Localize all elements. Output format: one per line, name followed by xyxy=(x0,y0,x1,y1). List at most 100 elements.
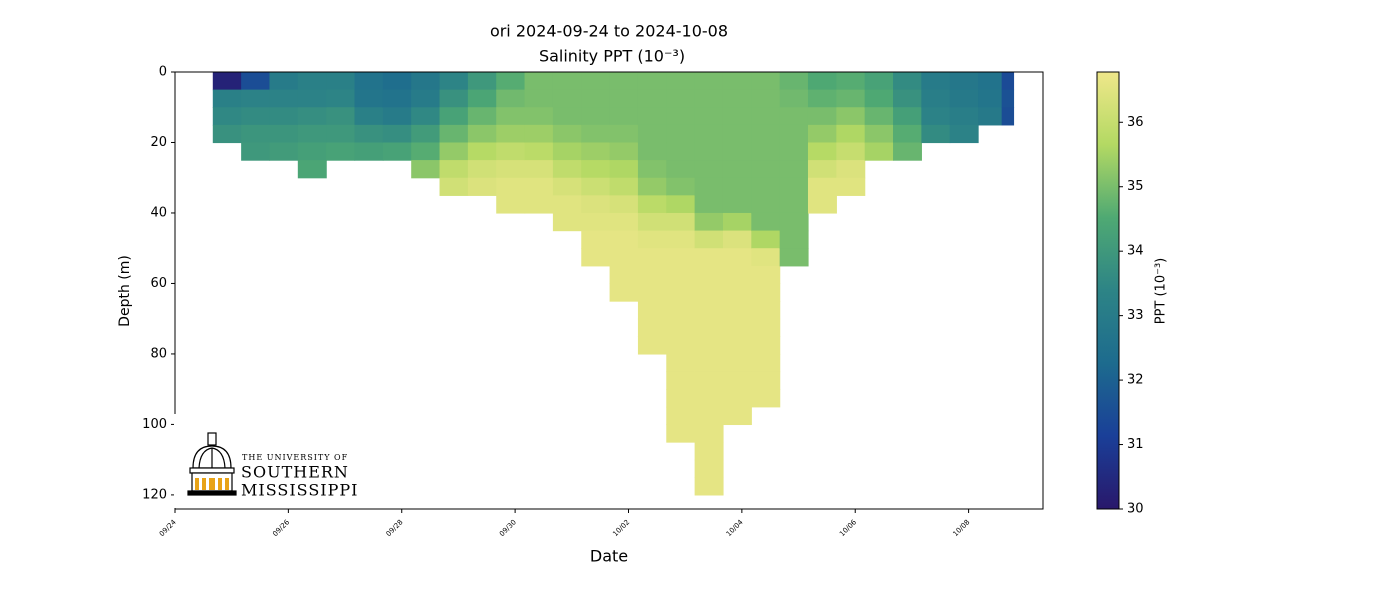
salinity-cell xyxy=(751,265,781,285)
salinity-cell xyxy=(666,177,696,196)
salinity-cell xyxy=(524,89,554,108)
y-axis-label: Depth (m) xyxy=(117,255,133,327)
salinity-cell xyxy=(751,177,781,196)
salinity-cell xyxy=(354,124,384,144)
y-tick-label: 60 xyxy=(150,276,167,291)
salinity-cell xyxy=(722,336,752,355)
salinity-cell xyxy=(779,195,809,214)
salinity-cell xyxy=(269,107,299,126)
salinity-cell xyxy=(269,142,299,161)
salinity-cell xyxy=(524,142,554,161)
salinity-cell xyxy=(637,336,667,355)
salinity-cell xyxy=(949,89,979,108)
salinity-cell xyxy=(269,72,299,91)
salinity-cell xyxy=(439,107,469,126)
colorbar-tick-label: 33 xyxy=(1127,308,1144,323)
salinity-cell xyxy=(297,107,327,126)
salinity-cell xyxy=(807,89,837,108)
salinity-cell xyxy=(864,89,894,108)
salinity-cell xyxy=(722,160,752,179)
salinity-cell xyxy=(978,89,1003,108)
y-tick-label: 40 xyxy=(150,205,167,220)
salinity-cell xyxy=(354,72,384,91)
salinity-cell xyxy=(581,160,611,179)
salinity-cell xyxy=(978,107,1003,126)
salinity-cell xyxy=(326,107,356,126)
salinity-cell xyxy=(637,301,667,320)
salinity-cell xyxy=(949,72,979,91)
salinity-cell xyxy=(467,124,497,144)
salinity-cell xyxy=(581,124,611,144)
salinity-cell xyxy=(751,212,781,232)
salinity-cell xyxy=(893,89,922,108)
salinity-cell xyxy=(836,142,866,161)
salinity-cell xyxy=(779,107,809,126)
salinity-cell xyxy=(326,72,356,91)
salinity-cell xyxy=(411,124,441,144)
salinity-cell xyxy=(666,406,696,426)
salinity-cell xyxy=(751,107,781,126)
salinity-cell xyxy=(694,318,724,337)
salinity-cell xyxy=(694,248,724,267)
salinity-cell xyxy=(1001,107,1015,126)
salinity-cell xyxy=(751,72,781,91)
salinity-cell xyxy=(524,107,554,126)
salinity-cell xyxy=(694,459,724,478)
salinity-cell xyxy=(297,72,327,91)
salinity-cell xyxy=(694,107,724,126)
logo-columns xyxy=(195,478,229,490)
salinity-cell xyxy=(722,406,752,426)
salinity-cell xyxy=(552,107,582,126)
salinity-cell xyxy=(694,301,724,320)
salinity-cell xyxy=(212,72,242,91)
logo: THE UNIVERSITY OF SOUTHERN MISSISSIPPI xyxy=(174,414,370,508)
salinity-cell xyxy=(609,107,639,126)
logo-text: THE UNIVERSITY OF xyxy=(242,453,348,462)
salinity-cell xyxy=(1001,89,1015,108)
salinity-cell xyxy=(666,283,696,302)
salinity-cell xyxy=(807,142,837,161)
salinity-cell xyxy=(722,265,752,285)
salinity-cell xyxy=(411,160,441,179)
salinity-cell xyxy=(751,124,781,144)
salinity-cell xyxy=(666,265,696,285)
salinity-cell xyxy=(722,248,752,267)
salinity-cell xyxy=(609,212,639,232)
salinity-cell xyxy=(666,424,696,443)
salinity-cell xyxy=(496,195,526,214)
salinity-cell xyxy=(439,160,469,179)
salinity-cell xyxy=(382,142,412,161)
salinity-cell xyxy=(581,107,611,126)
salinity-cell xyxy=(637,195,667,214)
salinity-cell xyxy=(581,142,611,161)
salinity-cell xyxy=(524,124,554,144)
salinity-cell xyxy=(297,124,327,144)
salinity-cell xyxy=(779,72,809,91)
salinity-cell xyxy=(581,72,611,91)
colorbar-label: PPT (10⁻³) xyxy=(1154,258,1169,325)
salinity-cell xyxy=(411,107,441,126)
salinity-cell xyxy=(326,89,356,108)
salinity-cell xyxy=(467,72,497,91)
salinity-cell xyxy=(694,142,724,161)
salinity-cell xyxy=(637,248,667,267)
salinity-cell xyxy=(581,212,611,232)
salinity-cell xyxy=(921,124,951,144)
salinity-cell xyxy=(637,318,667,337)
salinity-cell xyxy=(893,107,922,126)
salinity-cell xyxy=(467,89,497,108)
salinity-cell xyxy=(807,177,837,196)
salinity-cell xyxy=(637,160,667,179)
salinity-cell xyxy=(326,142,356,161)
salinity-cell xyxy=(552,177,582,196)
salinity-cell xyxy=(751,142,781,161)
salinity-cell xyxy=(524,72,554,91)
salinity-cell xyxy=(694,283,724,302)
salinity-cell xyxy=(637,124,667,144)
salinity-cell xyxy=(581,230,611,249)
salinity-cell xyxy=(722,318,752,337)
salinity-cell xyxy=(779,89,809,108)
y-tick-label: 100 xyxy=(142,417,167,432)
salinity-cell xyxy=(666,301,696,320)
